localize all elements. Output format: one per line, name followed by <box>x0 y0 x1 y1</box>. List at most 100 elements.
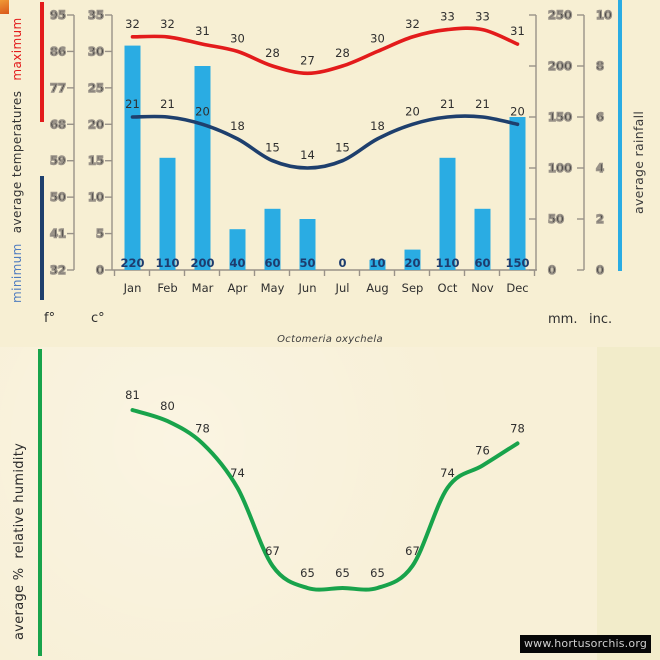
min-temp-label-Feb: 21 <box>160 97 175 111</box>
axis-inches-tick-label: 10 <box>596 8 612 22</box>
humidity-label-Feb: 80 <box>160 399 175 413</box>
humidity-label-Mar: 78 <box>195 421 210 435</box>
max-temp-label-Sep: 32 <box>405 17 420 31</box>
rain-bar-Feb <box>159 157 176 270</box>
axis-celsius-tick-label: 25 <box>88 81 104 95</box>
rain-bar-Sep <box>404 249 421 270</box>
axis-millimeters: 250 200 150 100 50 0 <box>529 7 573 278</box>
rain-label-Dec: 150 <box>505 256 529 270</box>
min-temp-label-Nov: 21 <box>475 97 490 111</box>
axis-millimeters-tick-label: 200 <box>548 59 572 73</box>
humidity-label-Dec: 78 <box>510 421 525 435</box>
max-temp-label-Mar: 31 <box>195 24 210 38</box>
month-labels: Jan Feb Mar Apr May Jun Jul Aug Sep Oct Nov Dec <box>123 281 529 295</box>
axis-inches-tick-label: 8 <box>596 59 604 73</box>
rain-label-Jan: 220 <box>120 256 144 270</box>
month-label-Apr: Apr <box>228 281 248 295</box>
axis-fahrenheit-tick-label: 41 <box>50 227 66 241</box>
min-temp-labels: 21 21 20 18 15 14 15 18 20 21 21 20 <box>125 97 525 162</box>
humidity-legend-label-2: relative humidity <box>12 442 27 559</box>
rain-bar-Jun <box>299 219 316 270</box>
axis-celsius: 35 30 25 20 15 10 5 0 <box>87 7 113 278</box>
axis-millimeters-tick-label: 150 <box>548 110 572 124</box>
humidity-label-May: 67 <box>265 544 280 558</box>
min-temp-label-Dec: 20 <box>510 104 525 118</box>
axis-celsius-tick-label: 20 <box>88 117 104 131</box>
month-label-Dec: Dec <box>506 281 528 295</box>
maximum-legend-label: maximum <box>10 17 24 81</box>
humidity-label-Aug: 65 <box>370 566 385 580</box>
axis-inches-tick-label: 0 <box>596 263 604 277</box>
rain-bar-Nov <box>474 208 491 270</box>
axes: 9586776859504132353025201510502502001501… <box>49 7 612 278</box>
rain-label-Jul: 0 <box>338 256 346 270</box>
rain-label-Jun: 50 <box>299 256 315 270</box>
axis-celsius-tick-label: 5 <box>96 227 104 241</box>
rain-bar-Jan <box>124 45 141 270</box>
month-axis <box>112 269 537 276</box>
axis-fahrenheit-tick-label: 59 <box>50 154 66 168</box>
humidity-label-Jun: 65 <box>300 566 315 580</box>
inches-unit-label: inc. <box>589 312 613 327</box>
max-temp-label-Apr: 30 <box>230 31 245 45</box>
watermark: www.hortusorchis.org <box>520 635 651 653</box>
month-label-May: May <box>261 281 285 295</box>
rainfall-bars <box>124 45 526 270</box>
axis-fahrenheit-tick-label: 86 <box>50 44 66 58</box>
rain-bar-May <box>264 208 281 270</box>
axis-fahrenheit-tick-label: 50 <box>50 190 66 204</box>
max-temp-label-Jan: 32 <box>125 17 140 31</box>
month-label-Feb: Feb <box>157 281 177 295</box>
max-temp-labels: 32 32 31 30 28 27 28 30 32 33 33 31 <box>125 10 525 68</box>
corner-badge <box>0 0 9 14</box>
axis-inches-tick-label: 2 <box>596 212 604 226</box>
axis-celsius-tick-label: 15 <box>88 154 104 168</box>
axis-millimeters-tick-label: 0 <box>548 263 556 277</box>
humidity-label-Apr: 74 <box>230 466 245 480</box>
max-temp-label-Nov: 33 <box>475 10 490 24</box>
rain-label-Apr: 40 <box>229 256 245 270</box>
axis-fahrenheit-tick-label: 32 <box>50 263 66 277</box>
axis-millimeters-tick-label: 100 <box>548 161 572 175</box>
rain-bar-Dec <box>509 117 526 270</box>
rain-bar-Apr <box>229 229 246 270</box>
species-title: Octomeria oxychela <box>277 334 383 345</box>
min-temp-line <box>130 114 520 170</box>
humidity-label-Nov: 76 <box>475 444 490 458</box>
month-label-Mar: Mar <box>192 281 214 295</box>
millimeters-unit-label: mm. <box>548 312 578 327</box>
humidity-line <box>130 408 520 592</box>
rain-bar-Aug <box>369 259 386 270</box>
upper-chart-background <box>0 0 660 347</box>
axis-millimeters-tick-label: 250 <box>548 8 572 22</box>
month-label-Jan: Jan <box>123 281 142 295</box>
humidity-chart-background <box>0 347 597 660</box>
rainfall-legend-label: average rainfall <box>630 110 646 214</box>
min-temp-label-Sep: 20 <box>405 104 420 118</box>
min-temp-label-Jan: 21 <box>125 97 140 111</box>
month-label-Nov: Nov <box>471 281 494 295</box>
rain-bar-Mar <box>194 66 211 270</box>
celsius-unit-label: c° <box>91 311 105 326</box>
min-temp-label-Jun: 14 <box>300 148 315 162</box>
axis-celsius-tick-label: 0 <box>96 263 104 277</box>
min-temp-label-Apr: 18 <box>230 119 245 133</box>
rain-label-Mar: 200 <box>190 256 214 270</box>
max-temp-label-Dec: 31 <box>510 24 525 38</box>
max-temp-label-May: 28 <box>265 46 280 60</box>
max-temp-label-Jul: 28 <box>335 46 350 60</box>
minimum-legend-label: minimum <box>10 243 24 303</box>
axis-millimeters-tick-label: 50 <box>548 212 564 226</box>
humidity-labels: 81 80 78 74 67 65 65 65 67 74 76 78 <box>125 388 525 580</box>
month-label-Jun: Jun <box>298 281 317 295</box>
average-temperatures-legend-label: average temperatures <box>10 90 24 234</box>
axis-fahrenheit: 95 86 77 68 59 50 41 32 <box>49 7 75 278</box>
month-label-Oct: Oct <box>438 281 458 295</box>
max-temp-line <box>130 26 520 76</box>
fahrenheit-unit-label: f° <box>44 311 56 326</box>
rain-label-Aug: 10 <box>369 256 385 270</box>
axis-fahrenheit-tick-label: 95 <box>50 8 66 22</box>
axis-fahrenheit-tick-label: 68 <box>50 117 66 131</box>
max-temp-label-Oct: 33 <box>440 10 455 24</box>
rainfall-legend-line <box>618 0 622 271</box>
